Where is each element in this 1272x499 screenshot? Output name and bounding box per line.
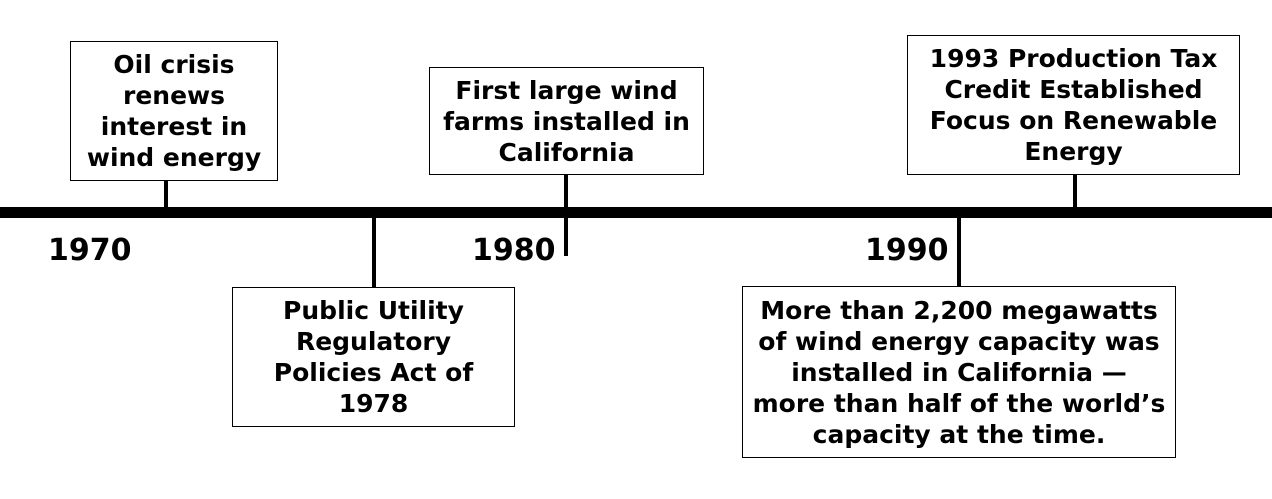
- connector-oil-crisis: [164, 180, 168, 210]
- event-oil-crisis-text: Oil crisis renews interest in wind energ…: [86, 50, 262, 172]
- year-label-1980: 1980: [472, 233, 556, 268]
- year-label-1990: 1990: [865, 233, 949, 268]
- timeline-axis: [0, 207, 1272, 218]
- event-capacity: More than 2,200 megawatts of wind energy…: [742, 286, 1176, 458]
- event-ptc: 1993 Production Tax Credit Established F…: [907, 35, 1240, 175]
- connector-capacity: [957, 215, 961, 287]
- event-capacity-text: More than 2,200 megawatts of wind energy…: [752, 295, 1166, 449]
- event-ptc-text: 1993 Production Tax Credit Established F…: [929, 44, 1218, 166]
- event-wind-farms-text: First large wind farms installed in Cali…: [443, 75, 690, 167]
- connector-purpa: [372, 215, 376, 288]
- event-wind-farms: First large wind farms installed in Cali…: [429, 67, 704, 175]
- event-oil-crisis: Oil crisis renews interest in wind energ…: [70, 41, 278, 181]
- connector-ptc: [1073, 174, 1077, 210]
- year-label-1970: 1970: [48, 233, 132, 268]
- event-purpa-text: Public Utility Regulatory Policies Act o…: [273, 296, 474, 418]
- connector-wind-farms: [564, 174, 568, 256]
- event-purpa: Public Utility Regulatory Policies Act o…: [232, 287, 515, 427]
